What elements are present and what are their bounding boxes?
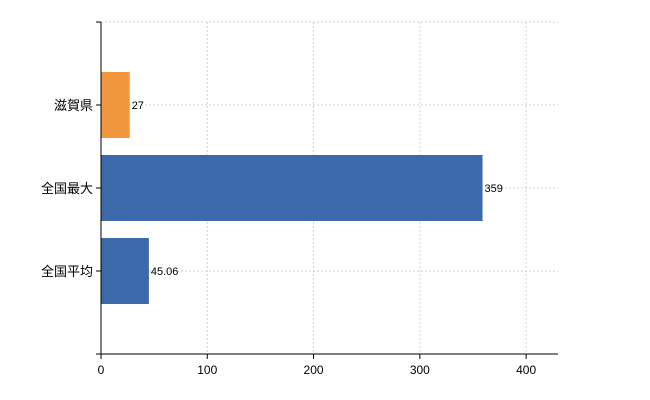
bars <box>101 72 483 304</box>
x-tick-label: 0 <box>98 363 105 377</box>
data-label: 359 <box>485 183 503 195</box>
x-tick-label: 100 <box>197 363 217 377</box>
x-tick-label: 200 <box>304 363 324 377</box>
axes <box>96 21 558 359</box>
x-tick-label: 400 <box>516 363 536 377</box>
bar-1 <box>101 155 483 221</box>
x-tick-label: 300 <box>410 363 430 377</box>
category-label: 全国最大 <box>41 181 93 196</box>
data-label: 45.06 <box>151 266 179 278</box>
bar-2 <box>101 238 149 304</box>
category-label: 全国平均 <box>41 264 93 279</box>
category-label: 滋賀県 <box>54 98 93 113</box>
bar-0 <box>101 72 130 138</box>
data-label: 27 <box>132 100 144 112</box>
